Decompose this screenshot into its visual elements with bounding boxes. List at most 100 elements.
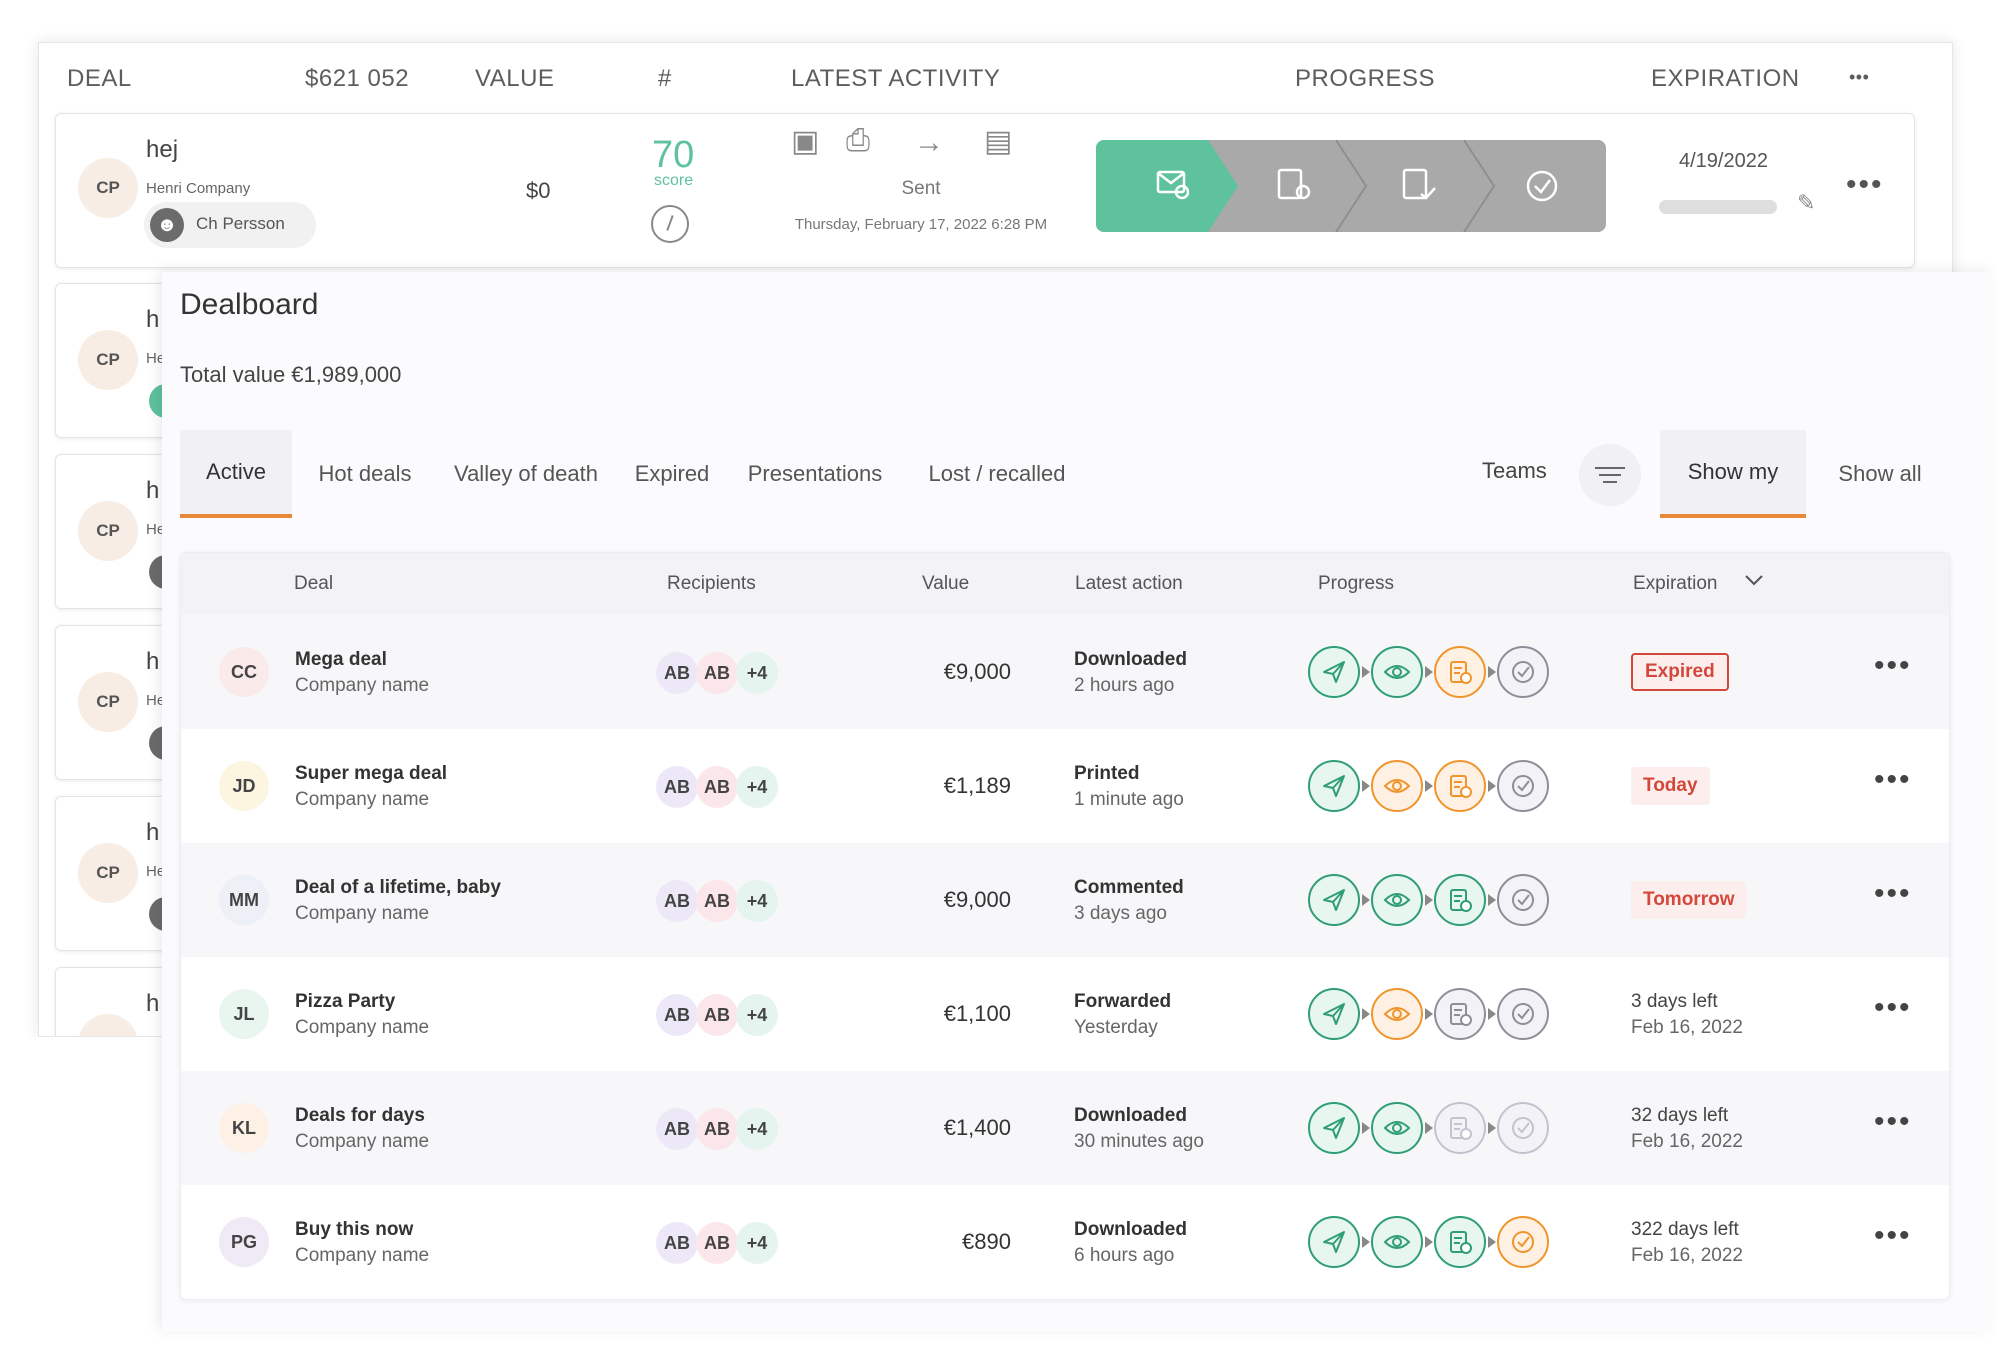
table-row[interactable]: MM Deal of a lifetime, baby Company name AB… bbox=[181, 843, 1949, 957]
document-check-icon[interactable] bbox=[1434, 1102, 1486, 1154]
check-circle-icon[interactable] bbox=[1497, 874, 1549, 926]
view-icon[interactable] bbox=[1371, 646, 1423, 698]
save-icon[interactable]: ▣ bbox=[791, 125, 820, 158]
table-row[interactable]: CC Mega deal Company name AB AB +4 €9,000 Downl… bbox=[181, 615, 1949, 729]
check-circle-icon[interactable] bbox=[1497, 988, 1549, 1040]
send-icon[interactable] bbox=[1308, 1216, 1360, 1268]
document-check-icon[interactable] bbox=[1434, 646, 1486, 698]
recipient-avatar[interactable]: +4 bbox=[736, 1222, 778, 1264]
view-icon[interactable] bbox=[1371, 988, 1423, 1040]
show-all-toggle[interactable]: Show all bbox=[1838, 461, 1922, 486]
recipient-avatar[interactable]: AB bbox=[696, 994, 738, 1036]
progress-steps[interactable] bbox=[1308, 760, 1558, 814]
col-expiration[interactable]: Expiration bbox=[1633, 573, 1718, 594]
send-icon[interactable] bbox=[1308, 646, 1360, 698]
recipient-avatar[interactable]: +4 bbox=[736, 994, 778, 1036]
check-circle-icon[interactable] bbox=[1497, 1102, 1549, 1154]
deal-title[interactable]: Buy this now bbox=[295, 1219, 414, 1240]
recipient-avatar[interactable]: AB bbox=[656, 652, 698, 694]
tab-expired[interactable]: Expired bbox=[634, 461, 710, 486]
owner-pill[interactable]: ☻ Ch Persson bbox=[144, 202, 316, 248]
table-row[interactable]: JD Super mega deal Company name AB AB +4 €1,18… bbox=[181, 729, 1949, 843]
table-row[interactable]: JL Pizza Party Company name AB AB +4 €1,100 For… bbox=[181, 957, 1949, 1071]
bg-deal-name[interactable]: hej bbox=[146, 136, 179, 163]
row-more-icon[interactable]: ••• bbox=[1874, 1105, 1912, 1138]
document-check-icon[interactable] bbox=[1434, 988, 1486, 1040]
filter-button[interactable] bbox=[1579, 444, 1641, 506]
bg-col-expiration[interactable]: EXPIRATION bbox=[1651, 65, 1800, 92]
bg-deal-name[interactable]: h bbox=[146, 819, 160, 846]
view-icon[interactable] bbox=[1371, 760, 1423, 812]
col-latest-action[interactable]: Latest action bbox=[1075, 573, 1183, 594]
document-check-icon[interactable] bbox=[1434, 1216, 1486, 1268]
recipient-avatar[interactable]: AB bbox=[656, 994, 698, 1036]
comment-icon[interactable]: ▤ bbox=[984, 125, 1013, 158]
progress-steps[interactable] bbox=[1308, 646, 1558, 700]
bg-deal-name[interactable]: h bbox=[146, 648, 160, 675]
bg-col-latest-activity[interactable]: LATEST ACTIVITY bbox=[791, 65, 1001, 92]
send-icon[interactable] bbox=[1308, 760, 1360, 812]
pencil-icon[interactable]: ✎ bbox=[1797, 190, 1816, 215]
tab-lost-recalled[interactable]: Lost / recalled bbox=[928, 461, 1066, 486]
recipient-avatar[interactable]: +4 bbox=[736, 880, 778, 922]
table-row[interactable]: KL Deals for days Company name AB AB +4 €1,400… bbox=[181, 1071, 1949, 1185]
progress-steps[interactable] bbox=[1308, 874, 1558, 928]
print-icon[interactable]: ⎙ bbox=[846, 124, 870, 157]
bg-col-number[interactable]: # bbox=[658, 65, 672, 92]
deal-title[interactable]: Pizza Party bbox=[295, 991, 396, 1012]
row-more-icon[interactable]: ••• bbox=[1874, 649, 1912, 682]
view-icon[interactable] bbox=[1371, 1216, 1423, 1268]
gauge-icon[interactable] bbox=[651, 205, 689, 243]
bg-col-progress[interactable]: PROGRESS bbox=[1295, 65, 1436, 92]
forward-arrow-icon[interactable]: → bbox=[914, 126, 944, 159]
bg-col-deal[interactable]: DEAL bbox=[67, 65, 132, 92]
col-recipients[interactable]: Recipients bbox=[667, 573, 756, 594]
deal-title[interactable]: Deals for days bbox=[295, 1105, 425, 1126]
teams-label[interactable]: Teams bbox=[1482, 458, 1547, 483]
recipient-avatar[interactable]: AB bbox=[696, 880, 738, 922]
row-more-icon[interactable]: ••• bbox=[1874, 763, 1912, 796]
recipient-avatar[interactable]: AB bbox=[696, 1222, 738, 1264]
bg-header-more-icon[interactable]: ••• bbox=[1849, 67, 1870, 87]
deal-title[interactable]: Super mega deal bbox=[295, 763, 448, 784]
recipient-avatar[interactable]: AB bbox=[696, 766, 738, 808]
bg-card-more-icon[interactable]: ••• bbox=[1846, 168, 1884, 201]
tab-presentations[interactable]: Presentations bbox=[747, 461, 883, 486]
row-more-icon[interactable]: ••• bbox=[1874, 877, 1912, 910]
progress-steps[interactable] bbox=[1308, 1216, 1558, 1270]
progress-steps[interactable] bbox=[1308, 1102, 1558, 1156]
send-icon[interactable] bbox=[1308, 1102, 1360, 1154]
document-check-icon[interactable] bbox=[1434, 874, 1486, 926]
recipient-avatar[interactable]: AB bbox=[656, 1222, 698, 1264]
tab-valley-of-death[interactable]: Valley of death bbox=[454, 461, 598, 486]
recipient-avatar[interactable]: AB bbox=[696, 652, 738, 694]
recipient-avatar[interactable]: AB bbox=[696, 1108, 738, 1150]
recipient-avatar[interactable]: AB bbox=[656, 1108, 698, 1150]
check-circle-icon[interactable] bbox=[1497, 760, 1549, 812]
bg-col-value[interactable]: VALUE bbox=[475, 65, 555, 92]
col-deal[interactable]: Deal bbox=[294, 573, 334, 594]
check-circle-icon[interactable] bbox=[1497, 1216, 1549, 1268]
row-more-icon[interactable]: ••• bbox=[1874, 991, 1912, 1024]
send-icon[interactable] bbox=[1308, 874, 1360, 926]
col-progress[interactable]: Progress bbox=[1318, 573, 1395, 594]
recipient-avatar[interactable]: +4 bbox=[736, 652, 778, 694]
tab-active[interactable]: Active bbox=[180, 430, 292, 518]
show-my-toggle[interactable]: Show my bbox=[1660, 430, 1806, 518]
tab-hot-deals[interactable]: Hot deals bbox=[318, 461, 412, 486]
bg-deal-name[interactable]: h bbox=[146, 990, 160, 1017]
bg-deal-card[interactable]: CP hej Henri Company ☻ Ch Persson $0 70 … bbox=[55, 113, 1915, 268]
chevron-down-icon[interactable] bbox=[1741, 567, 1767, 599]
progress-steps[interactable] bbox=[1308, 988, 1558, 1042]
bg-deal-name[interactable]: h bbox=[146, 306, 160, 333]
deal-title[interactable]: Mega deal bbox=[295, 649, 387, 670]
table-row[interactable]: PG Buy this now Company name AB AB +4 €890 Down… bbox=[181, 1185, 1949, 1299]
recipient-avatar[interactable]: AB bbox=[656, 766, 698, 808]
deal-title[interactable]: Deal of a lifetime, baby bbox=[295, 877, 501, 898]
bg-progress-chevrons[interactable] bbox=[1096, 140, 1606, 232]
row-more-icon[interactable]: ••• bbox=[1874, 1219, 1912, 1252]
col-value[interactable]: Value bbox=[922, 573, 970, 594]
check-circle-icon[interactable] bbox=[1497, 646, 1549, 698]
bg-deal-name[interactable]: h bbox=[146, 477, 160, 504]
send-icon[interactable] bbox=[1308, 988, 1360, 1040]
